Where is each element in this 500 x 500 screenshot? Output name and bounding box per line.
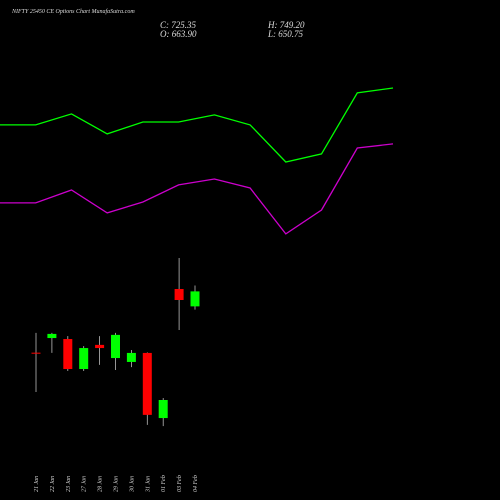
- candle-body: [79, 348, 89, 370]
- indicator-line: [0, 143, 394, 235]
- candle-body: [63, 339, 73, 370]
- x-tick-label: 01 Feb: [161, 475, 167, 492]
- x-tick-label: 31 Jan: [145, 476, 151, 493]
- x-tick-label: 22 Jan: [50, 476, 56, 492]
- candle-body: [142, 352, 152, 415]
- x-tick-label: 03 Feb: [177, 475, 183, 492]
- candle-body: [190, 291, 200, 307]
- x-tick-label: 23 Jan: [66, 476, 72, 492]
- x-tick-label: 30 Jan: [129, 476, 135, 493]
- indicator-line: [0, 87, 394, 163]
- candle-body: [95, 344, 105, 349]
- x-tick-label: 27 Jan: [82, 476, 88, 492]
- x-tick-label: 29 Jan: [114, 476, 120, 492]
- candle-body: [126, 352, 136, 362]
- x-tick-label: 28 Jan: [98, 476, 104, 492]
- open-info: O: 663.90: [160, 29, 197, 39]
- close-info: C: 725.35: [160, 20, 197, 30]
- chart-title: NIFTY 25450 CE Options Chart MunafaSutra…: [11, 8, 135, 15]
- candle-body: [111, 334, 120, 359]
- candle-body: [174, 289, 184, 300]
- high-info: H: 749.20: [267, 20, 305, 30]
- x-tick-label: 04 Feb: [192, 475, 199, 492]
- low-info: L: 650.75: [267, 29, 304, 39]
- candle-body: [31, 352, 41, 354]
- candle-body: [158, 400, 168, 419]
- candle-body: [47, 333, 57, 339]
- x-tick-label: 21 Jan: [34, 476, 40, 492]
